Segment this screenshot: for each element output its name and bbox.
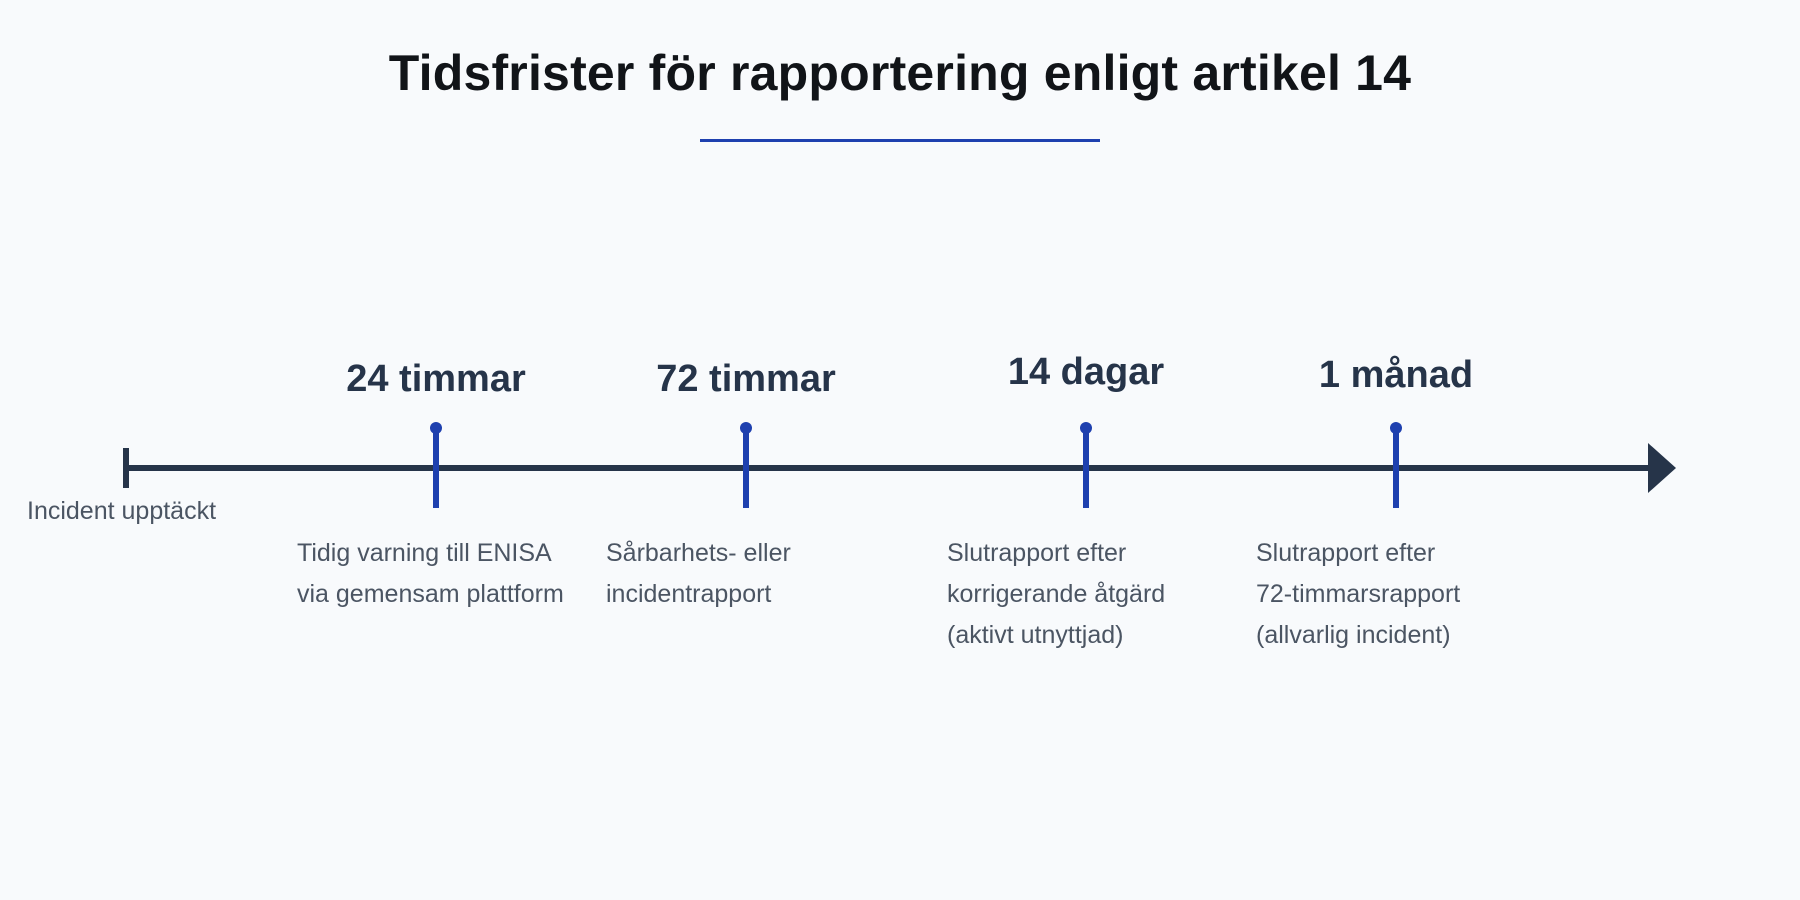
milestone-description: Sårbarhets- eller incidentrapport xyxy=(606,533,791,615)
milestone-dot xyxy=(1390,422,1402,434)
description-line: Slutrapport efter xyxy=(1256,539,1436,567)
milestone-description: Slutrapport efter korrigerande åtgärd (a… xyxy=(947,533,1165,656)
description-line: Tidig varning till ENISA xyxy=(297,539,552,567)
description-line: incidentrapport xyxy=(606,580,772,608)
title-underline xyxy=(700,139,1100,142)
milestone-description: Slutrapport efter 72-timmarsrapport (all… xyxy=(1256,533,1460,656)
description-line: (aktivt utnyttjad) xyxy=(947,621,1124,649)
description-line: via gemensam plattform xyxy=(297,580,564,608)
milestone-description: Tidig varning till ENISA via gemensam pl… xyxy=(297,533,564,615)
milestone-time-label: 24 timmar xyxy=(346,358,526,400)
milestone-time-label: 72 timmar xyxy=(656,358,836,400)
milestone-time-label: 1 månad xyxy=(1318,354,1474,396)
description-line: (allvarlig incident) xyxy=(1256,621,1451,649)
description-line: Sårbarhets- eller xyxy=(606,539,791,567)
milestone-dot xyxy=(1080,422,1092,434)
start-label: Incident upptäckt xyxy=(27,497,217,525)
timeline-arrowhead xyxy=(1648,443,1676,493)
description-line: Slutrapport efter xyxy=(947,539,1127,567)
milestone-dot xyxy=(430,422,442,434)
milestone-dot xyxy=(740,422,752,434)
description-line: korrigerande åtgärd xyxy=(947,580,1166,608)
description-line: 72-timmarsrapport xyxy=(1256,580,1461,608)
milestone-time-label: 14 dagar xyxy=(1007,351,1165,393)
page-title: Tidsfrister för rapportering enligt arti… xyxy=(388,45,1412,101)
